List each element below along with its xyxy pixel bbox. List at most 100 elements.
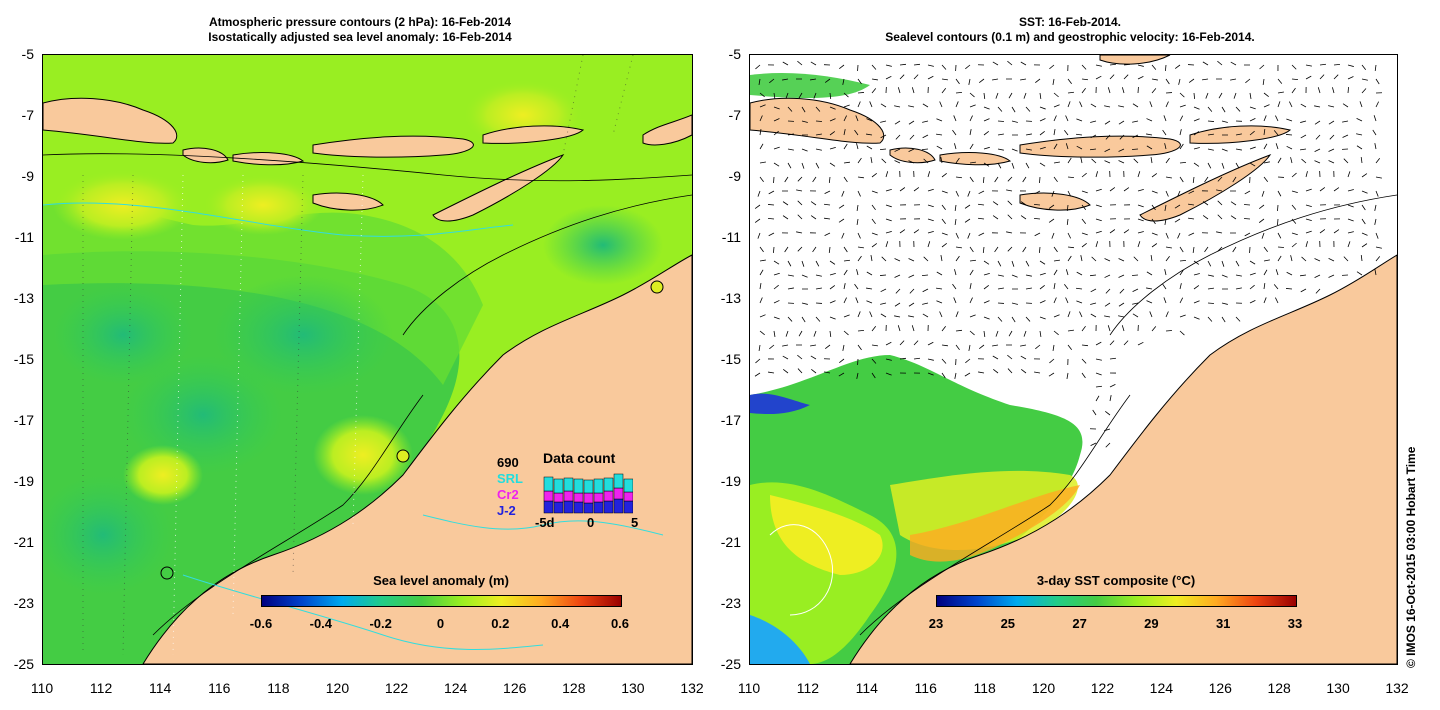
sst-colorbar xyxy=(936,595,1297,607)
data-count-bar xyxy=(623,500,633,514)
data-count-bar xyxy=(613,487,624,500)
y-tick-label: -5 xyxy=(21,46,34,62)
y-tick-label: -5 xyxy=(728,46,741,62)
sst-map[interactable]: 3-day SST composite (°C) 23 25 27 29 31 33 xyxy=(749,54,1398,665)
data-count-tick-end: 5 xyxy=(631,515,639,530)
data-count-bar xyxy=(603,477,614,492)
data-count-bar xyxy=(623,491,633,502)
data-count-bar xyxy=(583,502,594,514)
right-title-line1: SST: 16-Feb-2014. xyxy=(1018,15,1122,29)
colorbar-tick-label: 33 xyxy=(1287,616,1303,631)
x-tick-label: 130 xyxy=(621,680,645,696)
y-tick-label: -9 xyxy=(21,168,34,184)
x-tick-label: 114 xyxy=(855,680,878,696)
data-count-bar xyxy=(543,490,554,502)
x-tick-label: 116 xyxy=(208,680,231,696)
data-count-bar xyxy=(543,476,554,492)
data-count-bar xyxy=(573,478,584,494)
right-title-line2: Sealevel contours (0.1 m) and geostrophi… xyxy=(885,30,1255,44)
y-tick-label: -25 xyxy=(13,656,34,672)
data-count-bar xyxy=(553,501,564,514)
x-tick-label: 112 xyxy=(89,680,113,696)
y-tick-label: -17 xyxy=(720,412,741,428)
colorbar-tick-label: 27 xyxy=(1072,616,1087,631)
colorbar-tick-label: 0.6 xyxy=(610,616,630,631)
yellow-patch xyxy=(53,170,193,240)
data-count-bar xyxy=(573,492,584,503)
y-tick-label: -21 xyxy=(13,534,34,550)
y-tick-label: -13 xyxy=(13,290,34,306)
y-tick-label: -11 xyxy=(14,229,34,245)
y-tick-label: -23 xyxy=(720,595,741,611)
y-tick-label: -7 xyxy=(21,107,34,123)
colorbar-tick-label: -0.6 xyxy=(249,616,273,631)
timor-island xyxy=(432,153,565,222)
y-tick-label: -11 xyxy=(721,229,741,245)
left-title-line2: Isostatically adjusted sea level anomaly… xyxy=(208,30,512,44)
x-tick-label: 128 xyxy=(1267,680,1291,696)
data-count-bar xyxy=(593,501,604,514)
imos-credit: © IMOS 16-Oct-2015 03:00 Hobart Time xyxy=(1404,446,1418,668)
data-count-title: Data count xyxy=(543,450,616,466)
data-count-tick-zero: 0 xyxy=(587,515,595,530)
data-count-bar xyxy=(623,478,633,493)
data-count-number: 690 xyxy=(497,455,519,470)
colorbar-tick-label: -0.4 xyxy=(309,616,333,631)
x-tick-label: 112 xyxy=(796,680,820,696)
sst-colorbar-label: 3-day SST composite (°C) xyxy=(1036,573,1196,588)
y-tick-label: -13 xyxy=(720,290,741,306)
colorbar-tick-label: 0.4 xyxy=(551,616,570,631)
y-tick-label: -23 xyxy=(13,595,34,611)
x-tick-label: 126 xyxy=(503,680,527,696)
flores-island xyxy=(312,135,474,158)
data-count-bar xyxy=(603,490,614,502)
x-tick-label: 120 xyxy=(1031,680,1056,696)
x-tick-label: 116 xyxy=(914,680,937,696)
data-count-bar xyxy=(563,500,574,514)
x-tick-label: 132 xyxy=(1385,680,1409,696)
data-count-bar xyxy=(583,479,594,494)
data-count-bar xyxy=(603,500,614,514)
satellite-srl: SRL xyxy=(497,471,523,486)
y-tick-label: -15 xyxy=(720,351,741,367)
y-tick-label: -15 xyxy=(13,351,34,367)
data-count-bar xyxy=(563,490,574,502)
colorbar-tick-label: 31 xyxy=(1215,616,1231,631)
data-count-bar xyxy=(573,501,584,514)
x-tick-label: 118 xyxy=(267,680,290,696)
colorbar-tick-label: -0.2 xyxy=(369,616,392,631)
y-tick-label: -19 xyxy=(720,473,741,489)
x-tick-label: 110 xyxy=(737,680,761,696)
x-tick-label: 110 xyxy=(30,680,54,696)
right-title: SST: 16-Feb-2014. Sealevel contours (0.1… xyxy=(790,15,1350,45)
sla-colorbar xyxy=(261,595,622,607)
sla-map-svg xyxy=(43,55,692,664)
data-count-bar xyxy=(593,492,604,503)
x-tick-label: 130 xyxy=(1326,680,1350,696)
colorbar-tick-label: 0.2 xyxy=(491,616,510,631)
y-tick-label: -25 xyxy=(720,656,741,672)
x-tick-label: 124 xyxy=(443,680,468,696)
java-island xyxy=(43,97,178,144)
y-tick-label: -17 xyxy=(13,412,34,428)
data-count-bar xyxy=(553,492,564,503)
x-tick-label: 124 xyxy=(1149,680,1174,696)
data-count-bar xyxy=(543,500,554,514)
x-tick-label: 114 xyxy=(149,680,172,696)
x-tick-label: 128 xyxy=(562,680,586,696)
tide-gauge-marker xyxy=(396,449,410,463)
left-title: Atmospheric pressure contours (2 hPa): 1… xyxy=(150,15,570,45)
x-tick-label: 118 xyxy=(973,680,996,696)
data-count-bar xyxy=(613,498,624,514)
teal-patch xyxy=(53,285,193,385)
colorbar-tick-label: 0 xyxy=(436,616,445,631)
satellite-cr2: Cr2 xyxy=(497,487,519,502)
sumba-island xyxy=(312,192,384,211)
satellite-j2: J-2 xyxy=(497,503,516,518)
x-tick-label: 122 xyxy=(1090,680,1115,696)
y-tick-label: -21 xyxy=(720,534,741,550)
sea-level-anomaly-map[interactable]: 690 Data count SRL Cr2 J-2 -5d 0 5 Sea l… xyxy=(42,54,693,665)
sla-colorbar-label: Sea level anomaly (m) xyxy=(373,573,509,588)
data-count-bar xyxy=(553,478,564,494)
y-tick-label: -19 xyxy=(13,473,34,489)
